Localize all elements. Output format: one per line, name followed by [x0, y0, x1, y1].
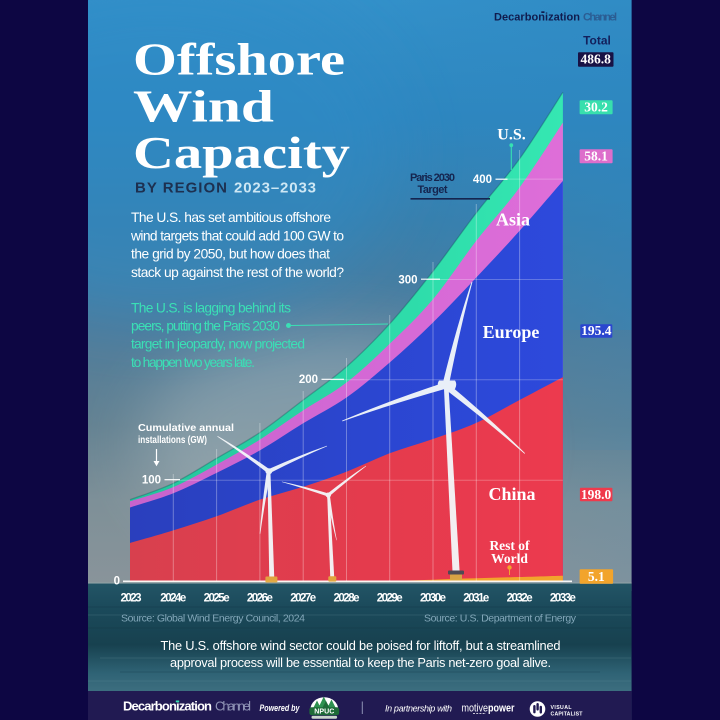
svg-text:Source: Global Wind Energy Cou: Source: Global Wind Energy Council, 2024 — [121, 613, 305, 625]
svg-text:2023: 2023 — [121, 593, 142, 605]
svg-text:2029e: 2029e — [377, 593, 403, 605]
svg-text:CAPITALIST: CAPITALIST — [551, 711, 584, 717]
svg-text:Cumulative annual: Cumulative annual — [138, 422, 234, 434]
svg-text:VISUAL: VISUAL — [551, 705, 573, 711]
svg-text:Europe: Europe — [483, 322, 540, 342]
svg-text:U.S.: U.S. — [497, 127, 525, 144]
svg-text:World: World — [491, 551, 528, 566]
svg-text:Asia: Asia — [496, 210, 530, 230]
svg-text:Rest of: Rest of — [489, 538, 530, 553]
svg-text:198.0: 198.0 — [581, 487, 612, 502]
svg-text:400: 400 — [473, 174, 492, 186]
svg-text:Channel: Channel — [215, 699, 251, 714]
svg-text:China: China — [488, 484, 535, 504]
svg-text:195.4: 195.4 — [581, 323, 612, 338]
svg-text:installations (GW): installations (GW) — [138, 434, 207, 446]
svg-text:stack up against the rest of t: stack up against the rest of the world? — [131, 265, 344, 280]
svg-text:Wind: Wind — [133, 81, 275, 132]
svg-text:2023–2033: 2023–2033 — [234, 180, 316, 197]
svg-text:0: 0 — [114, 576, 120, 588]
svg-text:target in jeopardy, now projec: target in jeopardy, now projected — [131, 337, 305, 352]
svg-text:2032e: 2032e — [507, 593, 533, 605]
svg-text:The U.S. has set ambitious off: The U.S. has set ambitious offshore — [131, 210, 331, 225]
svg-text:motivepower: motivepower — [462, 703, 516, 715]
svg-text:300: 300 — [398, 275, 417, 287]
svg-text:2027e: 2027e — [290, 593, 316, 605]
svg-text:2031e: 2031e — [463, 593, 489, 605]
svg-text:approval process will be essen: approval process will be essential to ke… — [170, 655, 551, 670]
svg-text:Total: Total — [583, 34, 611, 48]
svg-text:Powered by: Powered by — [260, 703, 301, 713]
svg-text:30.2: 30.2 — [584, 100, 608, 115]
svg-text:2030e: 2030e — [420, 593, 446, 605]
svg-text:to happen two years late.: to happen two years late. — [131, 355, 255, 370]
svg-text:Offshore: Offshore — [133, 34, 345, 85]
svg-text:486.8: 486.8 — [581, 52, 612, 67]
svg-text:200: 200 — [299, 374, 318, 386]
svg-text:The U.S. is lagging behind its: The U.S. is lagging behind its — [131, 301, 291, 316]
svg-text:2028e: 2028e — [334, 593, 360, 605]
svg-text:2026e: 2026e — [247, 593, 273, 605]
svg-text:NPUC: NPUC — [314, 709, 334, 716]
svg-text:In partnership with: In partnership with — [385, 704, 452, 714]
svg-text:Decarbonization: Decarbonization — [494, 12, 580, 24]
svg-text:BY REGION: BY REGION — [135, 180, 227, 197]
svg-text:Capacity: Capacity — [133, 127, 350, 178]
svg-text:100: 100 — [142, 475, 161, 487]
svg-text:Channel: Channel — [583, 12, 617, 24]
svg-text:2025e: 2025e — [204, 593, 230, 605]
svg-text:Paris 2030: Paris 2030 — [410, 172, 455, 184]
svg-text:Source: U.S. Department of Ene: Source: U.S. Department of Energy — [424, 613, 577, 625]
svg-text:wind targets that could add 10: wind targets that could add 100 GW to — [130, 228, 344, 243]
svg-text:The U.S. offshore wind sector: The U.S. offshore wind sector could be p… — [161, 638, 561, 653]
svg-text:the grid by 2050, but how does: the grid by 2050, but how does that — [131, 247, 330, 262]
svg-text:Decarbonization: Decarbonization — [123, 699, 212, 714]
svg-text:58.1: 58.1 — [584, 149, 608, 164]
svg-text:2033e: 2033e — [550, 593, 576, 605]
svg-text:5.1: 5.1 — [588, 569, 605, 584]
svg-text:peers, putting the Paris 2030: peers, putting the Paris 2030 — [131, 319, 280, 334]
svg-text:2024e: 2024e — [160, 593, 186, 605]
svg-text:Target: Target — [418, 184, 448, 196]
